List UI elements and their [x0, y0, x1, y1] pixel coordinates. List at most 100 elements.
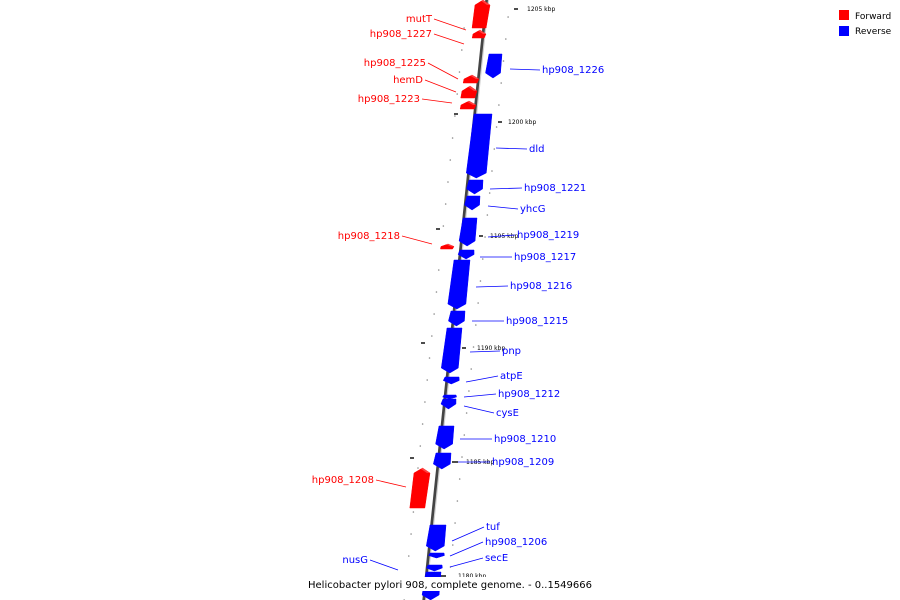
minor-tick-dot	[444, 203, 447, 205]
minor-tick-dot	[458, 71, 461, 73]
gene-label-connector	[433, 18, 467, 31]
tick-label: 1200 kbp	[508, 119, 536, 126]
gene-label-connector	[401, 235, 433, 245]
legend-forward-label: Forward	[855, 12, 891, 22]
minor-tick-dot	[498, 104, 500, 106]
caption-backdrop	[300, 577, 600, 591]
gene-label-hp908-1218: hp908_1218	[338, 231, 400, 242]
gene-label-dld: dld	[529, 144, 544, 155]
tick-label: 1185 kbp	[466, 459, 494, 466]
gene-label-connector	[469, 350, 501, 353]
gene-arrow-highlight	[469, 75, 479, 79]
tick-label: 1195 kbp	[490, 233, 518, 240]
minor-tick-dot	[463, 27, 465, 29]
minor-tick-dot	[470, 368, 473, 370]
scale-ticks: 1205 kbp 1200 kbp 1195 kbp 1190 kbp 1185 kbp…	[410, 6, 555, 580]
minor-tick-dot	[442, 225, 445, 227]
minor-tick-dot	[493, 148, 496, 150]
minor-tick-dot	[451, 137, 454, 139]
gene-label-nusg: nusG	[342, 555, 368, 566]
minor-tick-dot	[410, 533, 412, 535]
minor-tick-dot	[477, 302, 479, 304]
gene-label-sece: secE	[485, 553, 508, 564]
minor-tick-dot	[505, 38, 507, 40]
gene-label-connector	[375, 479, 407, 488]
gene-arrow-atpe	[442, 376, 460, 385]
minor-tick-dot	[431, 335, 433, 337]
gene-label-connector	[369, 559, 399, 571]
minor-tick-dot	[412, 511, 415, 513]
gene-label-mutt: mutT	[406, 14, 433, 25]
minor-tick-dot	[456, 500, 459, 502]
gene-label-connector	[451, 526, 485, 542]
gene-arrow-hp908-1225	[462, 74, 480, 84]
minor-tick-dot	[407, 555, 410, 557]
gene-arrow-highlight	[477, 30, 486, 34]
gene-label-connector	[489, 187, 523, 190]
minor-tick-dot	[424, 401, 426, 403]
gene-label-connector	[427, 62, 459, 80]
gene-label-hp908-1209: hp908_1209	[492, 457, 554, 468]
minor-tick-dot	[417, 467, 419, 469]
minor-tick-dot	[428, 357, 431, 359]
minor-tick-dot	[468, 390, 470, 392]
minor-tick-dot	[481, 258, 484, 260]
minor-tick-dot	[458, 478, 461, 480]
minor-tick-dot	[463, 434, 466, 436]
minor-tick-dot	[502, 60, 505, 62]
gene-labels: mutT hp908_1227 hp908_1226 hp908_1225 hemD hp…	[312, 14, 604, 571]
gene-features	[409, 0, 503, 600]
minor-tick-dot	[437, 269, 440, 271]
minor-tick-dot	[449, 159, 452, 161]
gene-arrow-hp908-1209	[433, 452, 452, 470]
gene-label-atpe: atpE	[500, 371, 523, 382]
legend: Forward Reverse	[839, 10, 892, 37]
gene-label-hp908-1208: hp908_1208	[312, 475, 374, 486]
gene-arrow-hp908-1210	[435, 425, 455, 450]
legend-reverse-swatch	[839, 26, 849, 36]
gene-label-connector	[509, 68, 541, 71]
gene-label-hp908-1221: hp908_1221	[524, 183, 586, 194]
gene-label-hp908-1216: hp908_1216	[510, 281, 572, 292]
gene-label-connector	[463, 405, 495, 414]
minor-tick-dot	[472, 346, 475, 348]
gene-label-cyse: cysE	[496, 408, 519, 419]
gene-label-hp908-1219: hp908_1219	[517, 230, 579, 241]
gene-arrow-hp908-1223	[459, 100, 477, 110]
gene-label-hp908-1212: hp908_1212	[498, 389, 560, 400]
gene-arrow-dld	[466, 113, 493, 179]
tick-label: 1205 kbp	[527, 6, 555, 13]
minor-tick-dot	[488, 192, 491, 194]
minor-tick-dot	[433, 313, 435, 315]
gene-label-connector	[449, 541, 484, 557]
gene-arrow-highlight	[445, 244, 454, 247]
minor-tick-dot	[500, 82, 502, 84]
minor-tick-dot	[454, 115, 456, 117]
gene-arrow-highlight	[467, 86, 477, 91]
gene-arrow-highlight	[419, 468, 430, 473]
gene-arrow-hp908-1227	[471, 29, 487, 39]
gene-label-hp908-1227: hp908_1227	[370, 29, 432, 40]
minor-tick-dot	[454, 522, 456, 524]
gene-label-connector	[463, 393, 497, 398]
minor-tick-dot	[479, 280, 482, 282]
gene-label-hp908-1210: hp908_1210	[494, 434, 556, 445]
minor-tick-dot	[507, 16, 509, 18]
gene-label-connector	[421, 98, 453, 104]
legend-forward-swatch	[839, 10, 849, 20]
gene-label-connector	[465, 375, 499, 383]
gene-arrow-pnp	[441, 327, 463, 374]
minor-tick-dot	[461, 49, 463, 51]
tick-label: 1180 kbp	[458, 573, 486, 580]
gene-label-hemd: hemD	[393, 75, 423, 86]
gene-arrow-highlight	[480, 0, 490, 5]
minor-tick-dot	[447, 181, 449, 183]
gene-label-hp908-1225: hp908_1225	[364, 58, 426, 69]
minor-tick-dot	[426, 379, 429, 381]
gene-arrow-cyse	[440, 398, 457, 410]
gene-arrow-hp908-1212	[442, 394, 457, 400]
gene-arrow-tuf	[425, 524, 447, 552]
minor-tick-dot	[495, 126, 498, 128]
gene-label-connector	[487, 234, 516, 238]
minor-tick-dot	[421, 423, 424, 425]
